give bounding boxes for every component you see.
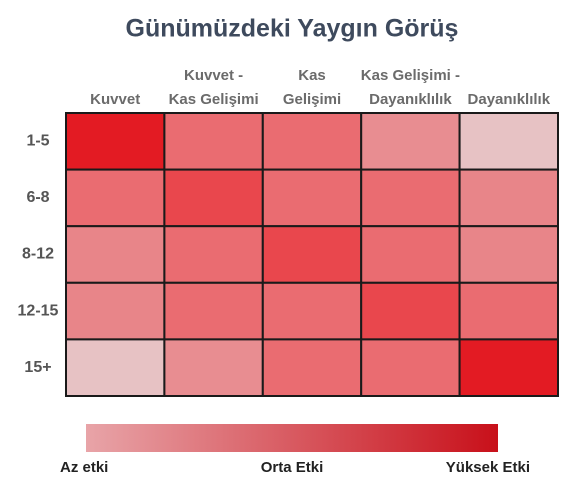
heatmap-cell [163,168,264,228]
heatmap-cell [360,281,461,341]
heatmap-cell [163,338,264,397]
chart-title: Günümüzdeki Yaygın Görüş [126,15,459,43]
colorbar-label: Az etki [60,459,108,476]
heatmap-cell [458,225,560,284]
column-label: Kas Gelişimi - [361,67,460,84]
colorbar-label: Yüksek Etki [446,459,530,476]
heatmap-cell [261,225,363,284]
colorbar [86,424,498,452]
row-label: 1-5 [26,133,49,150]
column-label: Dayanıklılık [468,91,551,108]
heatmap-cell [65,225,166,284]
row-label: 6-8 [26,189,49,206]
colorbar-label: Orta Etki [261,459,324,476]
row-label: 8-12 [22,246,54,263]
heatmap-cell [261,112,363,171]
column-label: Dayanıklılık [369,91,452,108]
heatmap-cell [261,168,363,228]
heatmap-cell [360,225,461,284]
heatmap-cell [360,112,461,171]
row-label: 15+ [24,359,51,376]
row-label: 12-15 [18,302,59,319]
heatmap-cell [360,168,461,228]
column-label: Kas Gelişimi [169,91,259,108]
heatmap-cell [458,168,560,228]
column-label: Kuvvet [90,91,140,108]
column-label: Kas [298,67,326,84]
heatmap-cell [458,112,560,171]
heatmap-cell [261,281,363,341]
column-label: Gelişimi [283,91,341,108]
heatmap-cell [65,112,166,171]
heatmap-cell [65,281,166,341]
heatmap-cell [65,338,166,397]
heatmap-cell [261,338,363,397]
column-label: Kuvvet - [184,67,243,84]
heatmap-cell [163,112,264,171]
heatmap-cell [458,281,560,341]
heatmap-cell [163,281,264,341]
heatmap-cell [458,338,560,397]
heatmap-cell [360,338,461,397]
heatmap-cell [163,225,264,284]
heatmap-cell [65,168,166,228]
